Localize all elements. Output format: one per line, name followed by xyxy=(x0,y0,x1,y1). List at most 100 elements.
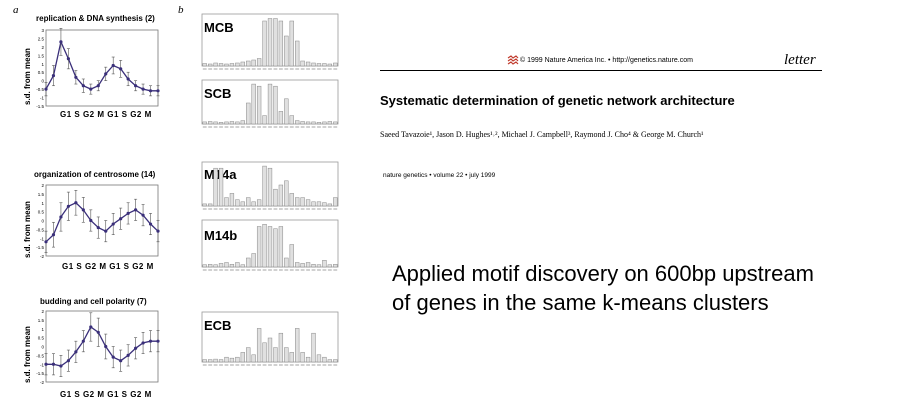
motif-position-bar xyxy=(316,264,322,268)
y-tick-label: 1.5 xyxy=(38,192,45,197)
motif-position-bar xyxy=(284,347,289,363)
data-point xyxy=(59,364,63,368)
motif-position-bar xyxy=(224,121,229,125)
motif-position-bar xyxy=(240,61,245,67)
data-point xyxy=(156,89,160,93)
journal-info: nature genetics • volume 22 • july 1999 xyxy=(383,172,496,179)
chart-1-xticks: G1 S G2 M G1 S G2 M xyxy=(60,110,152,119)
panel-b-label: b xyxy=(178,4,184,16)
motif-position-bar xyxy=(224,356,229,363)
motif-m14b-logo xyxy=(201,219,339,271)
motif-position-bar xyxy=(218,63,224,67)
chart-frame xyxy=(45,310,159,383)
y-tick-label: -0.5 xyxy=(36,353,44,358)
motif-position-bar xyxy=(295,262,300,268)
motif-position-bar xyxy=(327,203,332,207)
motif-position-bar xyxy=(213,264,218,268)
motif-position-bar xyxy=(311,62,316,67)
motif-position-bar xyxy=(208,203,213,207)
motif-ecb-logo xyxy=(201,311,339,366)
motif-position-bar xyxy=(300,263,305,268)
data-point xyxy=(89,87,93,91)
motif-mcb-label: MCB xyxy=(204,20,234,35)
data-point xyxy=(51,362,56,366)
motif-position-bar xyxy=(246,257,251,268)
chart-3-xticks: G1 S G2 M G1 S G2 M xyxy=(60,390,152,399)
y-tick-label: 1 xyxy=(41,327,44,332)
chart-frame xyxy=(45,29,159,107)
motif-position-bar xyxy=(218,359,224,363)
motif-position-bar xyxy=(273,18,278,67)
motif-position-bar xyxy=(305,121,311,125)
y-tick-label: 2 xyxy=(41,45,44,50)
data-point xyxy=(134,84,138,88)
y-tick-label: -1.5 xyxy=(36,104,44,109)
data-point xyxy=(111,222,115,226)
motif-position-bar xyxy=(278,226,284,268)
motif-position-bar xyxy=(240,201,245,207)
data-point xyxy=(104,229,108,233)
y-tick-label: 3 xyxy=(41,28,44,33)
motif-position-bar xyxy=(289,352,294,363)
data-point xyxy=(104,344,108,349)
motif-position-bar xyxy=(246,197,251,207)
motif-position-bar xyxy=(213,62,218,67)
paper-authors: Saeed Tavazoie¹, Jason D. Hughes¹˒², Mic… xyxy=(380,130,704,139)
data-point xyxy=(96,226,100,230)
nature-logo-icon xyxy=(507,55,519,65)
motif-position-bar xyxy=(202,359,207,363)
data-point xyxy=(89,325,93,329)
data-point xyxy=(51,233,56,237)
motif-position-bar xyxy=(251,201,256,207)
data-point xyxy=(66,204,70,208)
motif-position-bar xyxy=(333,264,338,268)
y-tick-label: 1.5 xyxy=(38,318,45,323)
data-point xyxy=(148,222,153,226)
motif-position-bar xyxy=(218,167,224,207)
motif-position-bar xyxy=(289,244,294,268)
data-point xyxy=(134,346,138,350)
motif-position-bar xyxy=(229,357,235,363)
motif-position-bar xyxy=(224,262,229,268)
data-point xyxy=(89,218,93,223)
motif-position-bar xyxy=(229,63,235,67)
motif-position-bar xyxy=(322,121,327,125)
data-point xyxy=(66,359,70,363)
motif-position-bar xyxy=(218,263,224,268)
chart-3-plot: 2 1.5 1 0.5 0 -0.5 -1 -1.5 -2 xyxy=(36,309,160,385)
data-point xyxy=(141,341,145,345)
panel-a-label: a xyxy=(13,4,19,16)
data-point xyxy=(111,355,115,359)
series-line xyxy=(45,202,159,243)
series-line xyxy=(45,39,158,92)
data-point xyxy=(74,201,78,205)
motif-position-bar xyxy=(251,253,256,268)
data-point xyxy=(74,75,78,79)
chart-2-title: organization of centrosome (14) xyxy=(34,170,156,179)
data-point xyxy=(59,215,63,219)
data-point xyxy=(141,213,145,217)
motif-position-bar xyxy=(213,121,218,125)
motif-position-bar xyxy=(305,262,311,268)
motif-position-bar xyxy=(235,121,240,125)
motif-scb-logo xyxy=(201,79,339,128)
motif-position-bar xyxy=(208,264,213,268)
motif-position-bar xyxy=(235,199,240,207)
motif-position-bar xyxy=(327,63,332,67)
motif-m14b-label: M14b xyxy=(204,228,238,243)
motif-position-bar xyxy=(305,356,311,363)
motif-position-bar xyxy=(202,63,207,67)
motif-position-bar xyxy=(202,264,207,268)
motif-position-bar xyxy=(333,359,338,363)
motif-position-bar xyxy=(327,264,332,268)
motif-position-bar xyxy=(300,352,305,363)
motif-position-bar xyxy=(284,257,289,268)
motif-position-bar xyxy=(311,264,316,268)
motif-position-bar xyxy=(295,197,300,207)
data-point xyxy=(126,353,130,357)
y-tick-label: 0 xyxy=(41,79,44,84)
motif-position-bar xyxy=(246,60,251,67)
motif-position-bar xyxy=(262,115,267,125)
motif-position-bar xyxy=(202,121,207,125)
chart-1-plot: 3 2.5 2 1.5 1 0.5 0 -0.5 -1 -1.5 xyxy=(36,28,160,109)
